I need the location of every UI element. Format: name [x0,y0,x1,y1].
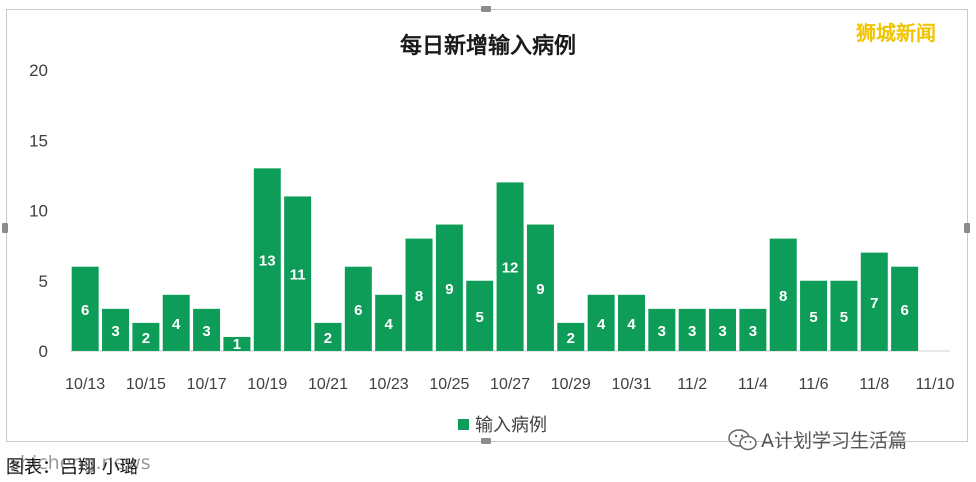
bar-11/7 [830,280,858,351]
data-label: 12 [502,260,519,277]
data-label: 3 [718,323,726,340]
bar-10/19 [253,168,281,351]
bar-10/20 [284,196,312,351]
bar-11/6 [800,280,828,351]
caption-source-watermark: shicheng.news [10,452,151,474]
x-tick-label: 10/23 [369,376,409,393]
bar-10/23 [375,294,403,351]
data-label: 2 [567,330,575,347]
data-label: 6 [354,302,362,319]
data-label: 9 [445,281,453,298]
data-label: 13 [259,253,276,270]
resize-handle-bottom[interactable] [481,438,491,444]
bar-10/30 [587,294,615,351]
chart-frame [6,9,968,442]
data-label: 8 [415,288,423,305]
bar-11/9 [891,266,919,351]
wechat-icon [728,428,757,450]
x-tick-label: 11/8 [859,376,889,393]
bar-10/14 [102,308,130,351]
bar-10/21 [314,322,342,351]
bar-11/8 [860,252,888,351]
x-tick-label: 11/4 [738,376,768,393]
chart-title: 每日新增输入病例 [399,34,576,59]
y-tick-label: 20 [29,61,48,80]
bar-10/26 [466,280,494,351]
data-label: 9 [536,281,544,298]
resize-handle-top[interactable] [481,6,491,12]
data-label: 3 [658,323,666,340]
bar-10/17 [193,308,221,351]
resize-handle-right[interactable] [964,223,970,233]
data-label: 5 [809,309,817,326]
x-tick-label: 11/6 [799,376,829,393]
bar-10/24 [405,238,433,351]
data-label: 6 [81,302,89,319]
data-label: 4 [385,316,394,333]
bar-10/28 [526,224,554,351]
data-label: 4 [172,316,181,333]
bar-10/18 [223,336,251,351]
x-tick-label: 10/19 [247,376,287,393]
resize-handle-left[interactable] [2,223,8,233]
y-tick-label: 5 [39,272,48,291]
bar-10/25 [435,224,463,351]
bar-10/31 [617,294,645,351]
x-tick-label: 11/10 [916,376,955,393]
bar-10/22 [344,266,372,351]
data-label: 3 [202,323,210,340]
data-label: 5 [840,309,848,326]
data-label: 2 [142,330,150,347]
y-tick-label: 15 [29,131,48,150]
data-label: 3 [749,323,757,340]
bar-11/2 [678,308,706,351]
x-tick-label: 10/13 [65,376,105,393]
x-tick-label: 10/15 [126,376,166,393]
bar-10/13 [71,266,99,351]
bar-10/15 [132,322,160,351]
bar-11/5 [769,238,797,351]
bar-11/3 [709,308,737,351]
watermark-logo: 狮城新闻 [856,21,936,45]
y-tick-label: 0 [39,342,48,361]
wechat-account: A计划学习生活篇 [728,426,907,453]
bar-10/16 [162,294,190,351]
data-label: 1 [233,336,241,353]
legend-swatch [458,418,469,430]
x-tick-label: 10/29 [551,376,591,393]
bar-11/4 [739,308,767,351]
data-label: 8 [779,288,787,305]
data-label: 3 [111,323,119,340]
data-label: 7 [870,295,878,312]
wechat-label: A计划学习生活篇 [761,430,907,452]
data-label: 3 [688,323,696,340]
legend-label: 输入病例 [475,415,547,436]
x-tick-label: 10/17 [187,376,227,393]
bar-10/29 [557,322,585,351]
bar-10/27 [496,182,524,351]
legend: 输入病例 [458,411,547,437]
data-label: 4 [597,316,606,333]
caption: 图表：吕翔 小璐 [6,457,138,478]
data-label: 6 [900,302,908,319]
x-tick-label: 11/2 [677,376,707,393]
x-tick-label: 10/31 [611,376,651,393]
y-tick-label: 10 [29,202,48,221]
x-tick-label: 10/21 [308,376,348,393]
data-label: 4 [627,316,636,333]
data-label: 2 [324,330,332,347]
bar-11/1 [648,308,676,351]
x-tick-label: 10/25 [429,376,469,393]
x-tick-label: 10/27 [490,376,530,393]
data-label: 5 [476,309,484,326]
data-label: 11 [290,267,306,284]
